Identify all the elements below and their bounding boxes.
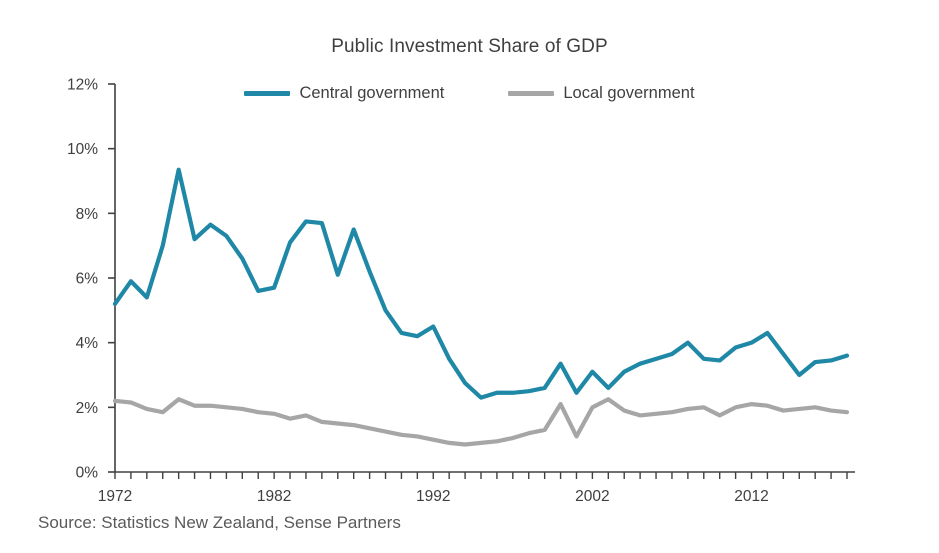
x-axis: 1972 1982 1992 2002 2012 (98, 471, 855, 505)
x-axis-tick-label: 1992 (416, 488, 450, 505)
data-line-central-government (112, 167, 850, 400)
y-axis-tick-label: 4% (76, 335, 99, 352)
x-axis-tick-label: 2002 (575, 488, 609, 505)
chart-title: Public Investment Share of GDP (331, 36, 608, 57)
source-note: Source: Statistics New Zealand, Sense Pa… (38, 513, 401, 532)
y-axis-tick-label: 8% (76, 206, 99, 223)
y-axis-tick-label: 12% (67, 77, 98, 94)
data-series-group (112, 167, 850, 447)
y-axis-tick-label: 10% (67, 141, 98, 158)
data-line-local-government (112, 397, 850, 447)
y-axis-tick-label: 0% (76, 465, 99, 482)
x-axis-tick-label: 1982 (257, 488, 291, 505)
y-axis-tick-label: 2% (76, 400, 99, 417)
x-axis-tick-label: 2012 (734, 488, 768, 505)
x-axis-tick-label: 1972 (98, 488, 132, 505)
y-axis-tick-label: 6% (76, 271, 99, 288)
y-axis: 0% 2% 4% 6% 8% 10% 12% (67, 77, 116, 482)
